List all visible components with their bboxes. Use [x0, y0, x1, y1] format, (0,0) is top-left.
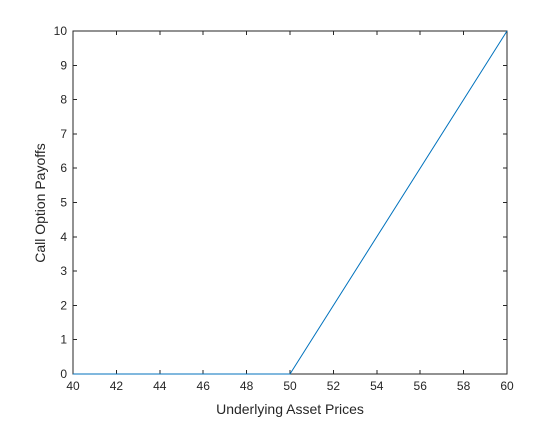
x-tick-label: 44 — [153, 379, 167, 393]
x-tick-label: 48 — [240, 379, 254, 393]
y-axis-label: Call Option Payoffs — [32, 143, 48, 263]
payoff-line-series-1 — [73, 30, 508, 375]
x-tick-label: 60 — [500, 379, 514, 393]
y-tick-label: 2 — [60, 298, 67, 312]
x-tick-label: 58 — [457, 379, 471, 393]
x-tick-label: 42 — [110, 379, 124, 393]
x-tick-label: 56 — [414, 379, 428, 393]
x-tick-label: 40 — [66, 379, 80, 393]
y-tick-label: 4 — [60, 230, 67, 244]
y-tick-label: 8 — [60, 93, 67, 107]
y-tick-label: 10 — [54, 24, 68, 38]
y-tick-label: 6 — [60, 161, 67, 175]
y-tick-label: 3 — [60, 264, 67, 278]
y-tick-label: 1 — [60, 333, 67, 347]
y-tick-label: 0 — [60, 367, 67, 381]
x-tick-label: 50 — [283, 379, 297, 393]
axes-box — [72, 30, 508, 375]
x-axis-label: Underlying Asset Prices — [216, 401, 364, 417]
x-tick-label: 46 — [197, 379, 211, 393]
x-tick-label: 54 — [370, 379, 384, 393]
y-tick-label: 9 — [60, 58, 67, 72]
y-tick-label: 5 — [60, 196, 67, 210]
x-tick-label: 52 — [327, 379, 341, 393]
y-tick-label: 7 — [60, 127, 67, 141]
